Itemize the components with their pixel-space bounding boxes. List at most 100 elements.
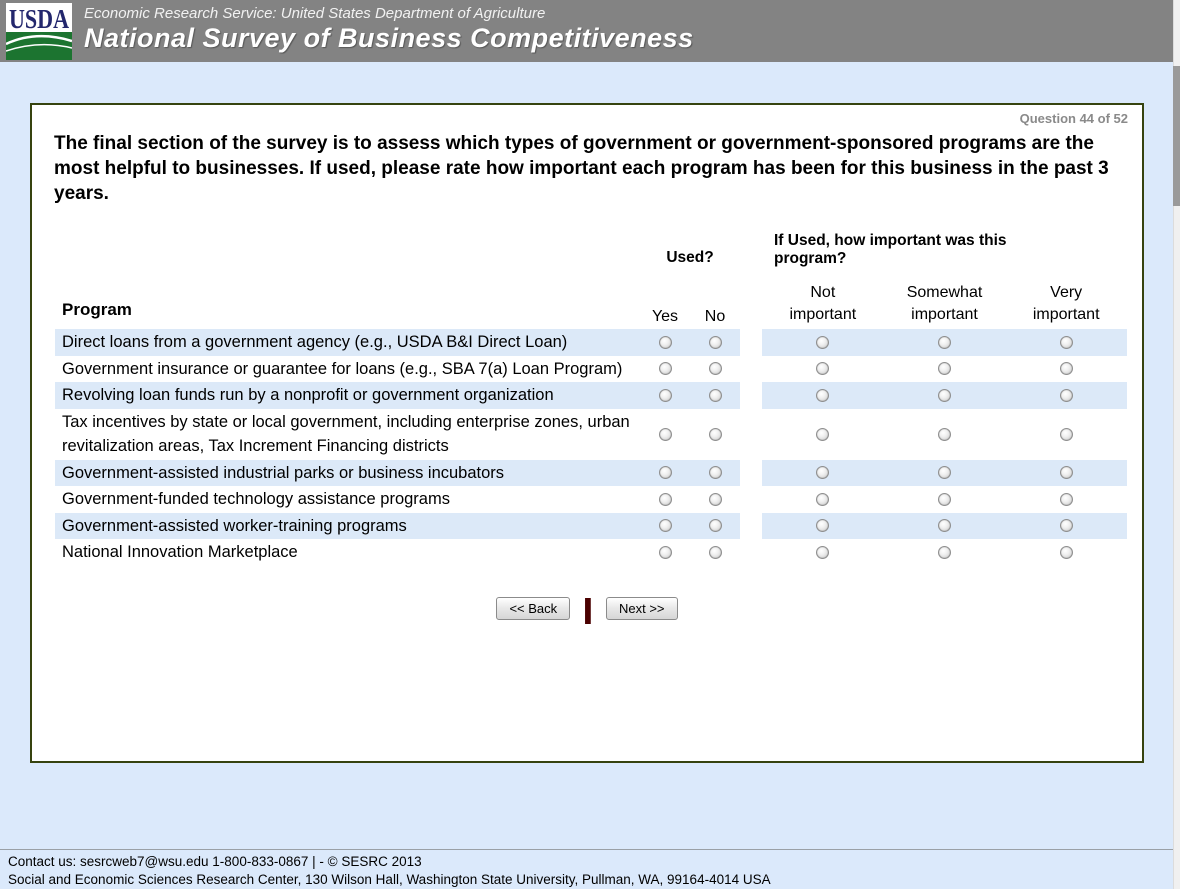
radio-not-important[interactable]	[816, 519, 830, 533]
table-body: Direct loans from a government agency (e…	[32, 329, 1142, 566]
row-gap	[740, 356, 762, 383]
radio-used-no[interactable]	[708, 545, 722, 559]
radio-used-no-cell	[690, 545, 740, 559]
row-left-segment: Revolving loan funds run by a nonprofit …	[55, 382, 740, 409]
radio-somewhat-important-cell	[884, 545, 1006, 559]
radio-very-important[interactable]	[1059, 335, 1073, 349]
radio-somewhat-important-cell	[884, 492, 1006, 506]
agency-line: Economic Research Service: United States…	[84, 5, 546, 22]
radio-somewhat-important[interactable]	[938, 335, 951, 349]
radio-not-important[interactable]	[816, 427, 830, 441]
radio-very-important[interactable]	[1059, 466, 1073, 480]
row-right-segment	[762, 459, 1127, 486]
program-label: Tax incentives by state or local governm…	[62, 412, 630, 456]
radio-somewhat-important[interactable]	[938, 519, 951, 533]
row-gap	[740, 486, 762, 513]
radio-very-important-cell	[1005, 388, 1127, 402]
radio-used-no-cell	[690, 519, 740, 533]
radio-not-important-cell	[762, 492, 884, 506]
radio-very-important-cell	[1005, 519, 1127, 533]
button-separator: |	[581, 592, 595, 624]
row-left-segment: Government-assisted industrial parks or …	[55, 459, 740, 486]
radio-very-important[interactable]	[1059, 492, 1073, 506]
radio-used-no[interactable]	[708, 492, 722, 506]
radio-used-no-cell	[690, 388, 740, 402]
radio-used-no[interactable]	[708, 466, 722, 480]
row-gap	[740, 513, 762, 540]
radio-used-no[interactable]	[708, 362, 722, 376]
radio-not-important[interactable]	[816, 335, 830, 349]
row-right-segment	[762, 512, 1127, 539]
radio-used-yes[interactable]	[658, 519, 672, 533]
radio-not-important-cell	[762, 335, 884, 349]
app-footer: Contact us: sesrcweb7@wsu.edu 1-800-833-…	[0, 849, 1180, 889]
table-row: Revolving loan funds run by a nonprofit …	[55, 382, 1142, 409]
radio-used-no[interactable]	[708, 335, 722, 349]
radio-used-no[interactable]	[708, 427, 722, 441]
radio-used-no-cell	[690, 427, 740, 441]
radio-somewhat-important-cell	[884, 362, 1006, 376]
radio-somewhat-important-cell	[884, 335, 1006, 349]
program-label: Government-assisted industrial parks or …	[62, 463, 505, 482]
radio-very-important[interactable]	[1059, 519, 1073, 533]
radio-used-yes[interactable]	[658, 466, 672, 480]
radio-very-important-cell	[1005, 427, 1127, 441]
radio-not-important[interactable]	[816, 466, 830, 480]
radio-not-important[interactable]	[816, 492, 830, 506]
radio-used-no[interactable]	[708, 388, 722, 402]
radio-very-important[interactable]	[1059, 427, 1073, 441]
radio-somewhat-important[interactable]	[938, 362, 951, 376]
radio-somewhat-important-cell	[884, 466, 1006, 480]
table-row: Government-funded technology assistance …	[55, 486, 1142, 513]
radio-very-important[interactable]	[1059, 388, 1073, 402]
radio-used-yes[interactable]	[658, 388, 672, 402]
radio-somewhat-important-cell	[884, 427, 1006, 441]
next-button[interactable]: Next >>	[606, 597, 678, 620]
radio-used-no[interactable]	[708, 519, 722, 533]
column-gap	[740, 232, 762, 329]
radio-somewhat-important[interactable]	[938, 388, 951, 402]
radio-used-yes-cell	[640, 492, 690, 506]
table-row: Direct loans from a government agency (e…	[55, 329, 1142, 356]
row-gap	[740, 329, 762, 356]
radio-used-yes[interactable]	[658, 335, 672, 349]
row-left-segment: Government-funded technology assistance …	[55, 486, 740, 513]
radio-used-yes[interactable]	[658, 362, 672, 376]
not-important-column-label: Not important	[789, 284, 857, 323]
radio-used-yes[interactable]	[658, 545, 672, 559]
row-right-segment	[762, 539, 1127, 566]
radio-somewhat-important[interactable]	[938, 466, 951, 480]
radio-very-important-cell	[1005, 545, 1127, 559]
radio-not-important[interactable]	[816, 545, 830, 559]
radio-somewhat-important-cell	[884, 519, 1006, 533]
radio-somewhat-important[interactable]	[938, 545, 951, 559]
scrollbar[interactable]	[1173, 0, 1180, 889]
radio-used-yes-cell	[640, 335, 690, 349]
program-label: Government insurance or guarantee for lo…	[62, 359, 623, 378]
radio-used-no-cell	[690, 492, 740, 506]
question-counter: Question 44 of 52	[1019, 111, 1128, 126]
question-text: The final section of the survey is to as…	[54, 133, 1109, 204]
row-gap	[740, 382, 762, 409]
page-title: National Survey of Business Competitiven…	[84, 23, 694, 53]
radio-not-important[interactable]	[816, 388, 830, 402]
radio-very-important[interactable]	[1059, 545, 1073, 559]
row-right-segment	[762, 329, 1127, 356]
back-button[interactable]: << Back	[496, 597, 571, 620]
header-text: Economic Research Service: United States…	[0, 0, 1180, 54]
radio-not-important[interactable]	[816, 362, 830, 376]
row-right-segment	[762, 486, 1127, 513]
radio-used-yes[interactable]	[658, 427, 672, 441]
radio-used-yes[interactable]	[658, 492, 672, 506]
radio-somewhat-important[interactable]	[938, 427, 951, 441]
program-label: Government-funded technology assistance …	[62, 490, 450, 508]
row-gap	[740, 460, 762, 487]
radio-very-important[interactable]	[1059, 362, 1073, 376]
row-left-segment: National Innovation Marketplace	[55, 539, 740, 566]
program-label: National Innovation Marketplace	[62, 543, 298, 561]
radio-not-important-cell	[762, 388, 884, 402]
table-row: Government-assisted worker-training prog…	[55, 512, 1142, 540]
row-left-segment: Government insurance or guarantee for lo…	[55, 356, 740, 383]
radio-somewhat-important[interactable]	[938, 492, 951, 506]
scrollbar-thumb[interactable]	[1173, 66, 1180, 206]
